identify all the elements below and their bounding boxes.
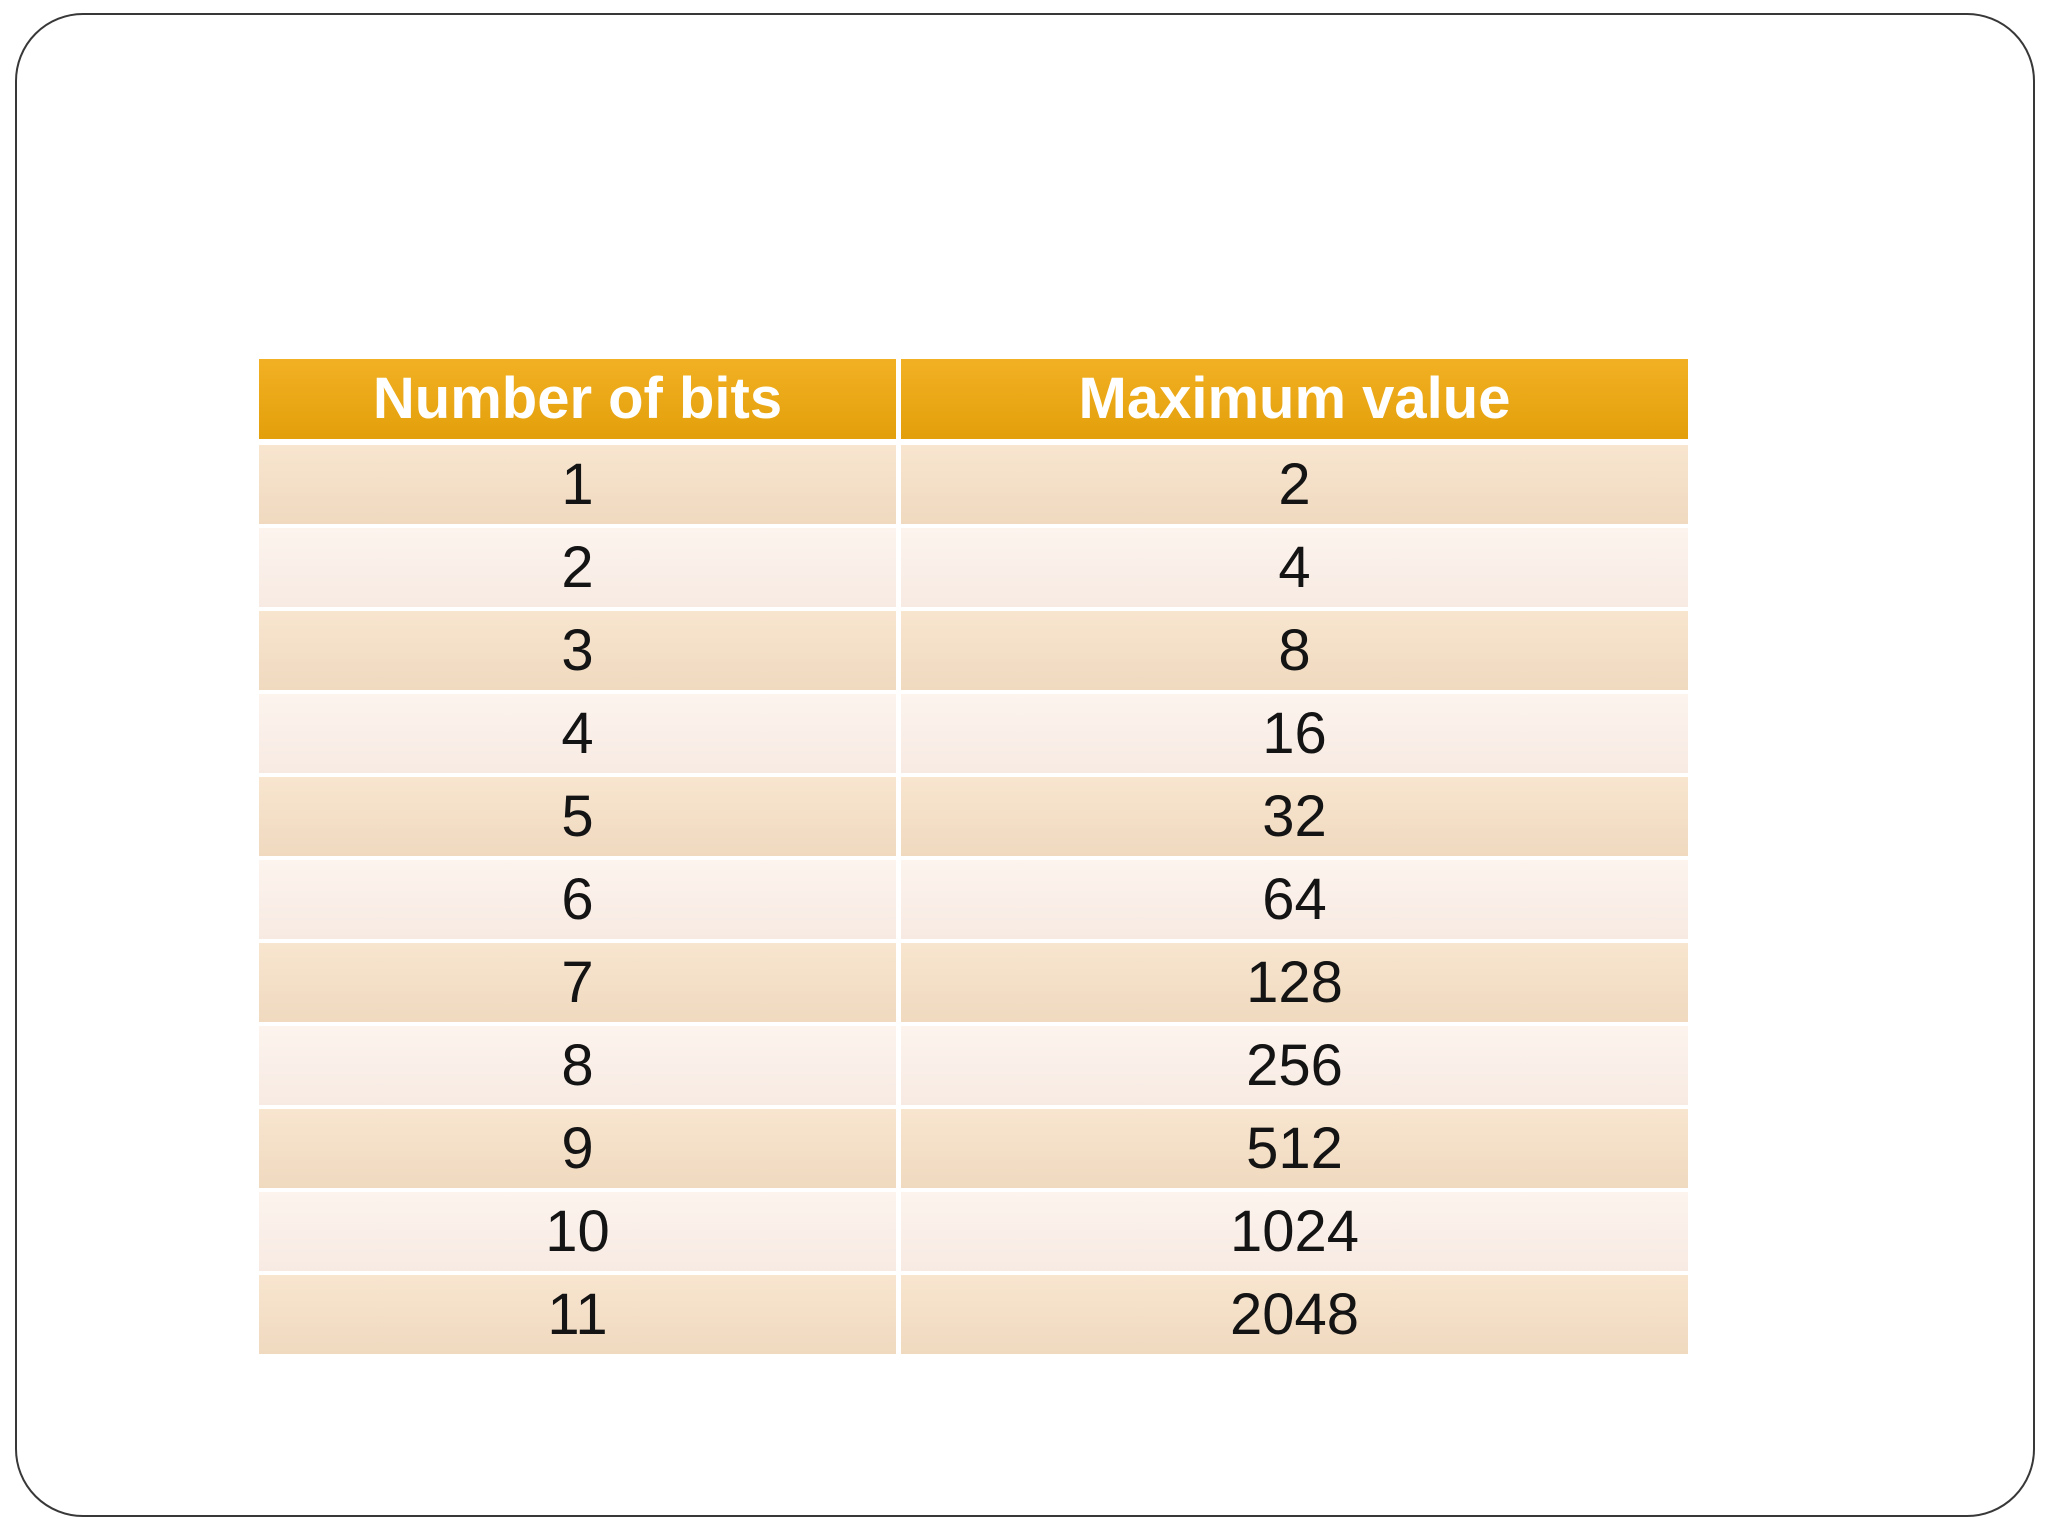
max-value-cell: 32 — [901, 777, 1688, 856]
max-value-cell: 1024 — [901, 1192, 1688, 1271]
bits-table: Number of bits Maximum value 1 2 2 4 3 8… — [259, 359, 1688, 1358]
table-row: 10 1024 — [259, 1192, 1688, 1271]
table-row: 5 32 — [259, 777, 1688, 856]
max-value-cell: 128 — [901, 943, 1688, 1022]
column-header-number-of-bits: Number of bits — [259, 359, 896, 439]
max-value-cell: 2048 — [901, 1275, 1688, 1354]
max-value-cell: 8 — [901, 611, 1688, 690]
bits-cell: 3 — [259, 611, 896, 690]
table-body: 1 2 2 4 3 8 4 16 5 32 6 64 7 128 8 256 9… — [259, 445, 1688, 1354]
max-value-cell: 256 — [901, 1026, 1688, 1105]
bits-cell: 5 — [259, 777, 896, 856]
bits-cell: 10 — [259, 1192, 896, 1271]
column-header-maximum-value: Maximum value — [901, 359, 1688, 439]
bits-cell: 4 — [259, 694, 896, 773]
table-row: 2 4 — [259, 528, 1688, 607]
bits-cell: 2 — [259, 528, 896, 607]
bits-cell: 7 — [259, 943, 896, 1022]
table-row: 3 8 — [259, 611, 1688, 690]
bits-cell: 1 — [259, 445, 896, 524]
max-value-cell: 512 — [901, 1109, 1688, 1188]
bits-cell: 9 — [259, 1109, 896, 1188]
table-header-row: Number of bits Maximum value — [259, 359, 1688, 439]
table-row: 11 2048 — [259, 1275, 1688, 1354]
bits-cell: 8 — [259, 1026, 896, 1105]
table-row: 9 512 — [259, 1109, 1688, 1188]
table-row: 7 128 — [259, 943, 1688, 1022]
table-row: 1 2 — [259, 445, 1688, 524]
max-value-cell: 2 — [901, 445, 1688, 524]
max-value-cell: 64 — [901, 860, 1688, 939]
table-row: 6 64 — [259, 860, 1688, 939]
bits-cell: 6 — [259, 860, 896, 939]
max-value-cell: 4 — [901, 528, 1688, 607]
table-row: 8 256 — [259, 1026, 1688, 1105]
bits-cell: 11 — [259, 1275, 896, 1354]
max-value-cell: 16 — [901, 694, 1688, 773]
table-row: 4 16 — [259, 694, 1688, 773]
